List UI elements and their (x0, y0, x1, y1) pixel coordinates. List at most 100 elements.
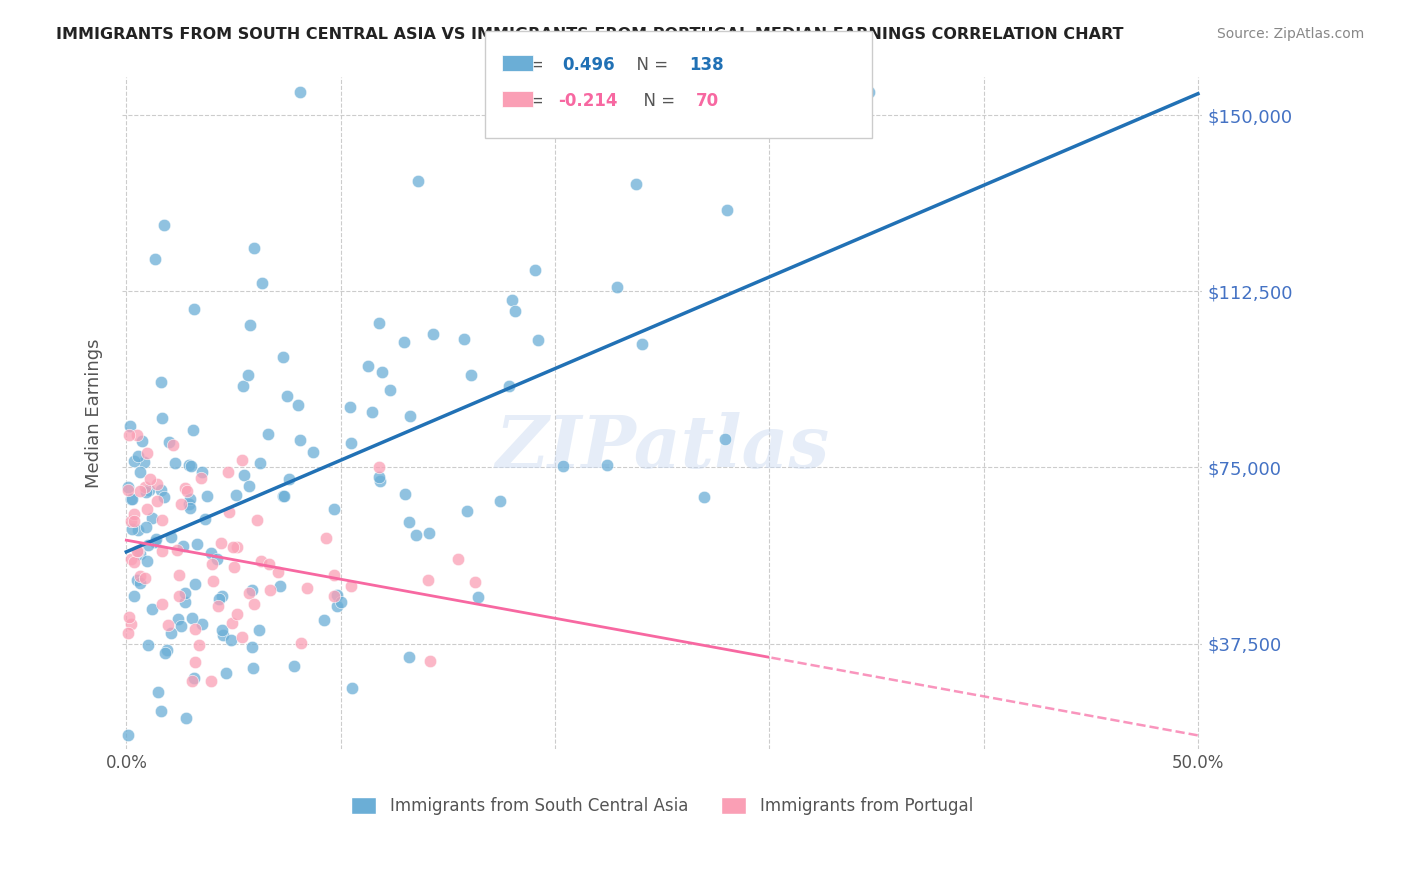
Point (208, 591, 231, 606)
Point (256, 426, 278, 441)
Point (624, 178, 647, 192)
Point (250, 276, 273, 290)
Text: ZIPatlas: ZIPatlas (495, 411, 830, 483)
Point (257, 557, 280, 571)
Y-axis label: Median Earnings: Median Earnings (86, 339, 103, 488)
Point (249, 554, 271, 568)
Point (149, 375, 172, 389)
Point (271, 489, 294, 503)
Point (631, 337, 654, 351)
Point (118, 610, 141, 624)
Point (315, 532, 337, 546)
Point (323, 502, 346, 516)
Text: 0.496: 0.496 (562, 56, 614, 74)
Point (183, 301, 205, 316)
Point (165, 456, 187, 470)
Point (269, 579, 291, 593)
Point (368, 475, 391, 489)
Point (186, 537, 208, 551)
Point (225, 607, 247, 622)
Point (167, 567, 190, 582)
Point (118, 418, 141, 433)
Point (141, 602, 163, 616)
Point (150, 411, 173, 425)
Point (118, 427, 141, 442)
Point (184, 655, 207, 669)
Point (463, 575, 485, 590)
Point (184, 576, 207, 591)
Point (141, 510, 163, 524)
Point (224, 560, 246, 574)
Point (152, 490, 174, 504)
Point (329, 595, 352, 609)
Point (128, 465, 150, 479)
Point (339, 435, 361, 450)
Point (150, 597, 173, 611)
Point (716, 202, 738, 217)
Point (146, 476, 169, 491)
Point (145, 252, 167, 267)
Point (243, 241, 266, 255)
Point (136, 554, 159, 568)
Point (357, 359, 380, 374)
Point (191, 617, 214, 632)
Point (179, 501, 201, 516)
Point (127, 427, 149, 442)
Point (184, 622, 207, 636)
Point (212, 628, 235, 642)
Point (120, 617, 142, 632)
Point (117, 728, 139, 742)
Point (134, 571, 156, 585)
Point (231, 631, 253, 645)
Point (131, 434, 153, 449)
Point (714, 432, 737, 446)
Point (159, 530, 181, 544)
Point (167, 590, 190, 604)
Point (243, 597, 266, 611)
Point (408, 174, 430, 188)
Point (177, 497, 200, 511)
Point (153, 646, 176, 660)
Point (122, 507, 145, 521)
Point (177, 458, 200, 473)
Point (501, 293, 523, 307)
Point (858, 85, 880, 99)
Point (166, 612, 188, 626)
Point (190, 471, 212, 485)
Point (153, 218, 176, 232)
Point (283, 659, 305, 673)
Point (127, 449, 149, 463)
Text: R =: R = (513, 56, 554, 74)
Point (240, 640, 263, 655)
Point (398, 515, 420, 529)
Point (150, 512, 173, 526)
Point (239, 318, 262, 332)
Point (340, 681, 363, 695)
Point (179, 491, 201, 506)
Point (187, 638, 209, 652)
Point (325, 588, 347, 602)
Point (120, 514, 142, 528)
Point (238, 479, 260, 493)
Point (398, 409, 420, 423)
Point (422, 327, 444, 342)
Point (301, 445, 323, 459)
Point (173, 481, 195, 495)
Point (150, 704, 173, 718)
Point (276, 388, 298, 402)
Point (523, 263, 546, 277)
Point (215, 665, 238, 680)
Point (193, 512, 215, 526)
Point (498, 379, 520, 393)
Point (195, 489, 218, 503)
Point (503, 304, 526, 318)
Point (135, 446, 157, 460)
Point (117, 625, 139, 640)
Point (156, 617, 179, 632)
Point (288, 85, 311, 99)
Point (242, 661, 264, 675)
Point (181, 674, 204, 689)
Point (117, 483, 139, 497)
Point (172, 539, 194, 553)
Point (134, 480, 156, 494)
